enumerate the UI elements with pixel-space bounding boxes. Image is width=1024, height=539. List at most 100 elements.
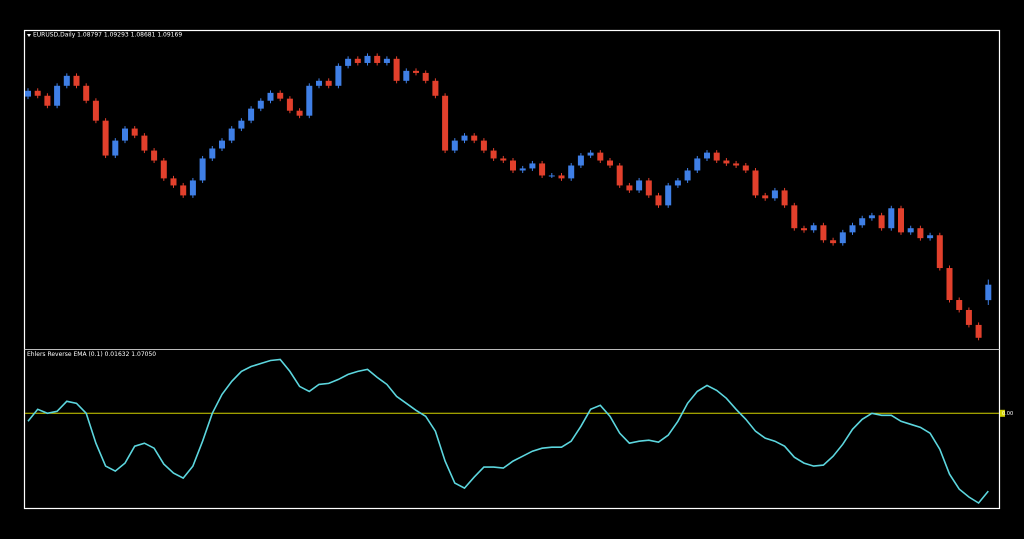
candle-body <box>898 208 904 233</box>
candle-body <box>345 58 352 66</box>
candle-body <box>713 152 720 161</box>
candle-body <box>733 163 740 166</box>
candle-body <box>878 215 885 229</box>
candle-body <box>238 120 245 129</box>
candle-body <box>936 235 943 269</box>
candle-body <box>839 232 846 244</box>
candle-body <box>946 268 953 301</box>
candle-body <box>92 100 99 121</box>
candle-body <box>781 190 788 206</box>
candle-body <box>325 80 332 86</box>
candle-body <box>859 218 866 226</box>
candle-body <box>665 185 672 206</box>
candle-body <box>965 309 972 325</box>
candle-body <box>801 228 807 231</box>
candle-body <box>510 160 516 171</box>
candle-body <box>868 215 875 219</box>
candle-body <box>180 185 187 196</box>
candle-body <box>219 140 225 149</box>
candle-body <box>674 180 681 186</box>
level-marker <box>1000 409 1005 417</box>
candle-body <box>354 58 361 63</box>
candle-body <box>122 128 128 141</box>
candle-body <box>616 165 623 186</box>
candle-body <box>519 168 526 171</box>
candle-body <box>383 58 390 63</box>
candle-body <box>771 190 778 199</box>
candle-body <box>461 135 468 141</box>
candle-body <box>228 128 235 141</box>
symbol-arrow <box>27 34 31 37</box>
candle-body <box>539 163 546 176</box>
candle-body <box>742 165 749 171</box>
candle-body <box>607 160 613 166</box>
candle-body <box>907 228 914 233</box>
candle-body <box>422 72 429 81</box>
candle-body <box>577 155 584 166</box>
candle-body <box>597 152 604 161</box>
candle-body <box>54 85 61 106</box>
candle-body <box>151 150 158 161</box>
candle-body <box>810 225 817 231</box>
candle-body <box>44 95 51 106</box>
candle-body <box>63 75 70 86</box>
candle-body <box>432 80 439 96</box>
candle-body <box>442 95 449 151</box>
indicator-title: Ehlers Reverse EMA (0.1) 0.01632 1.07050 <box>27 351 156 358</box>
candle-body <box>286 98 293 111</box>
candle-body <box>917 228 924 239</box>
candle-body <box>34 90 41 96</box>
candle-body <box>956 300 963 310</box>
candle-body <box>189 180 196 196</box>
candle-body <box>704 152 710 159</box>
candle-body <box>558 175 565 179</box>
candle-body <box>529 163 536 169</box>
candle-body <box>374 55 381 63</box>
candle-body <box>335 65 342 86</box>
candle-body <box>25 90 31 97</box>
candle-body <box>626 185 633 191</box>
candle-body <box>277 92 284 99</box>
candle-body <box>975 324 982 338</box>
candle-body <box>209 148 216 159</box>
candle-body <box>413 70 419 73</box>
candle-body <box>927 235 934 239</box>
price-title: EURUSD,Daily 1.08797 1.09293 1.08681 1.0… <box>33 32 182 39</box>
candle-body <box>267 92 274 101</box>
candle-body <box>141 135 148 151</box>
candle-body <box>170 178 177 186</box>
candle-body <box>480 140 487 151</box>
candle-body <box>500 158 507 161</box>
level-label: 0.00 <box>1002 411 1013 417</box>
candle-body <box>131 128 138 136</box>
candle-body <box>490 150 497 159</box>
candle-body <box>102 120 109 156</box>
candle-body <box>112 140 119 156</box>
candle-body <box>471 135 478 141</box>
candle-body <box>791 205 798 229</box>
candle-body <box>296 110 303 116</box>
candle-body <box>723 160 730 164</box>
frame <box>23 29 1001 510</box>
candle-body <box>451 140 458 151</box>
candle-body <box>306 85 313 116</box>
candle-body <box>199 158 206 181</box>
candle-body <box>849 225 856 233</box>
candle-body <box>636 180 643 191</box>
candle-body <box>257 100 264 109</box>
candle-body <box>587 152 594 156</box>
candle-body <box>403 70 410 81</box>
candle-body <box>762 195 769 199</box>
indicator-line <box>27 358 989 505</box>
candle-body <box>316 80 322 86</box>
candle-body <box>888 208 895 229</box>
candle-body <box>73 75 80 86</box>
candle-body <box>364 55 371 63</box>
candle-body <box>830 240 837 244</box>
candle-body <box>752 170 759 196</box>
candle-body <box>684 170 691 181</box>
candle-body <box>548 175 555 177</box>
candle-body <box>248 108 255 121</box>
